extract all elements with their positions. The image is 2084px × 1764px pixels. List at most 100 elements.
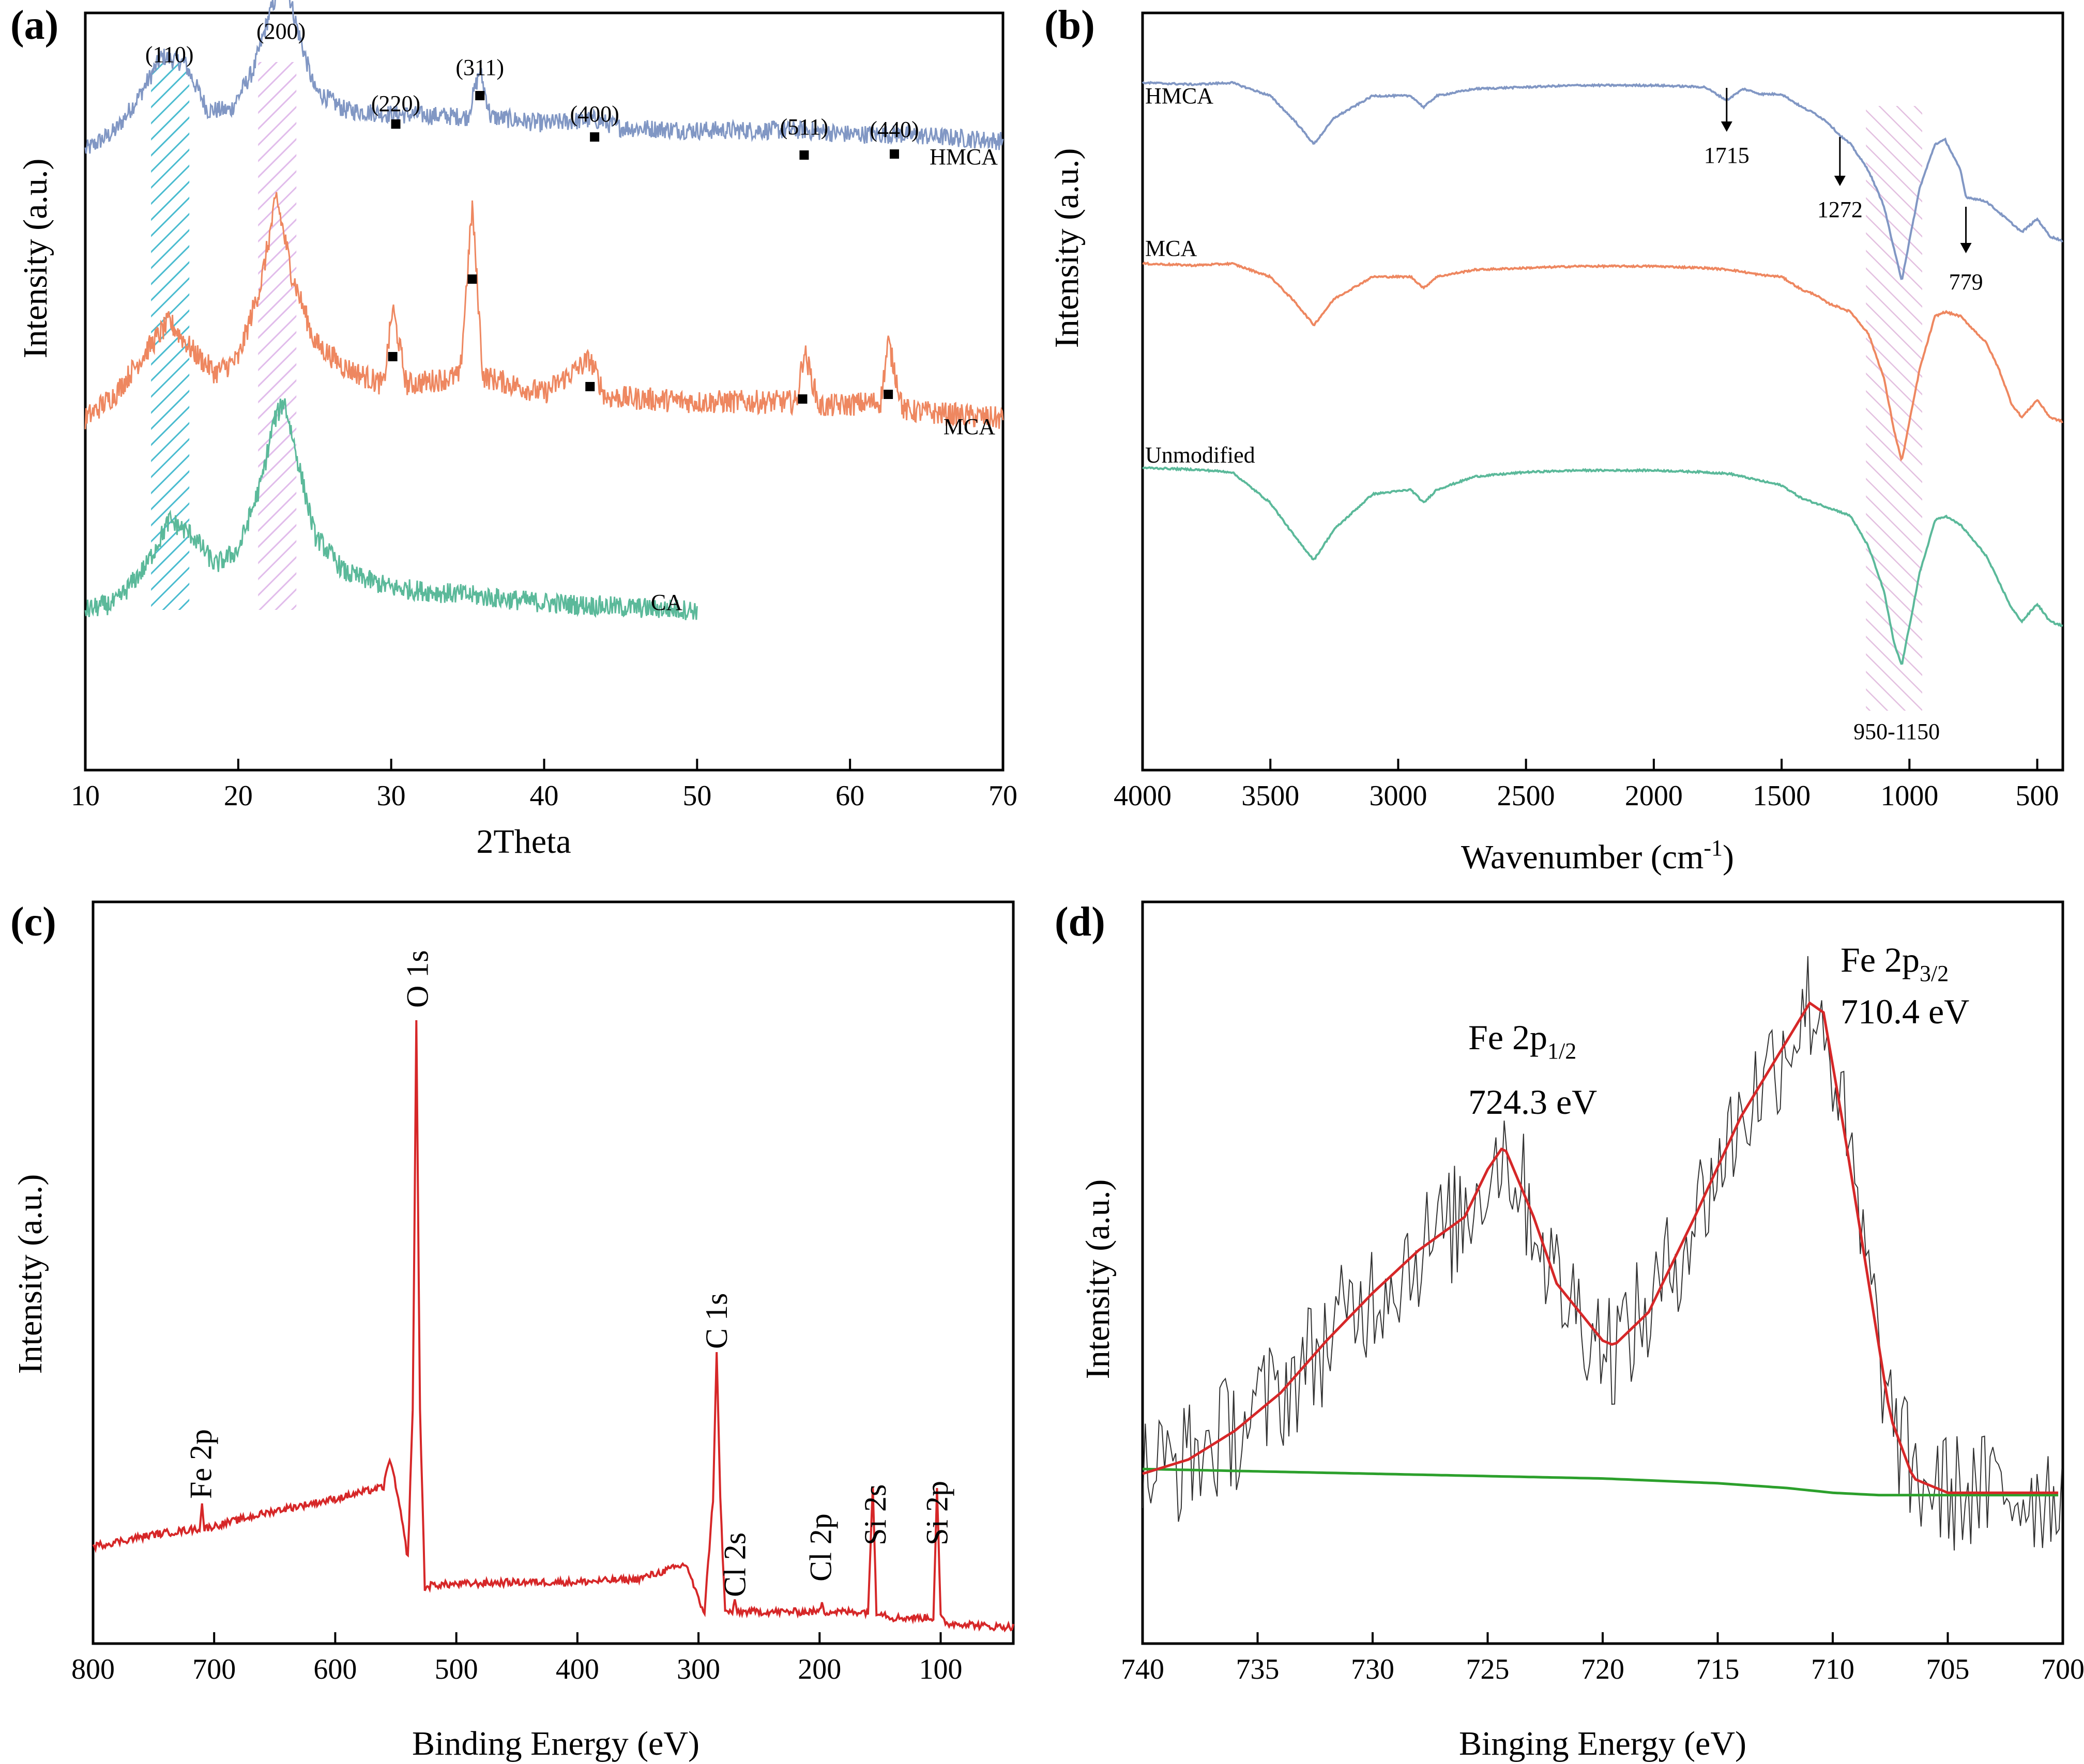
y-axis-title-c: Intensity (a.u.) bbox=[11, 1174, 49, 1374]
spinel-marker-mca bbox=[388, 352, 398, 361]
hkl-label: (220) bbox=[371, 91, 420, 116]
series-label-mca: MCA bbox=[944, 414, 995, 439]
xps-survey-x-tick-label: 300 bbox=[677, 1653, 720, 1685]
spinel-marker-hmca bbox=[799, 150, 809, 160]
series-line-mca bbox=[1142, 261, 2063, 462]
xps-fe-x-tick-label: 705 bbox=[1926, 1653, 1970, 1685]
xps-peak-label: O 1s bbox=[401, 950, 435, 1008]
xps-peak-label: Fe 2p bbox=[184, 1429, 218, 1499]
xps-peak-label: C 1s bbox=[699, 1293, 734, 1349]
xps-fe-x-tick-label: 710 bbox=[1811, 1653, 1854, 1685]
xps-survey-line bbox=[92, 1020, 1014, 1633]
fe2p32-energy: 710.4 eV bbox=[1840, 992, 1969, 1031]
ftir-x-tick-label: 1000 bbox=[1880, 780, 1938, 812]
xrd-x-tick-label: 50 bbox=[682, 780, 711, 812]
peak-label: 1272 bbox=[1817, 197, 1863, 222]
fe2p12-orbital-main: Fe 2p bbox=[1468, 1018, 1547, 1057]
x-axis-title-a: 2Theta bbox=[476, 823, 571, 861]
panel-b-ftir: (b) Intensity (a.u.) Wavenumber (cm-1) 4… bbox=[1044, 3, 2064, 876]
xps-fe-x-tick-label: 715 bbox=[1696, 1653, 1740, 1685]
xps-survey-x-tick-label: 100 bbox=[919, 1653, 962, 1685]
hkl-label: (200) bbox=[256, 19, 306, 44]
ftir-x-tick-label: 2500 bbox=[1497, 780, 1555, 812]
xps-fe-x-tick-label: 725 bbox=[1466, 1653, 1510, 1685]
xps-peak-label: Cl 2p bbox=[804, 1513, 838, 1582]
hkl-label: (511) bbox=[780, 114, 829, 140]
xps-fe-x-tick-label: 700 bbox=[2041, 1653, 2084, 1685]
xrd-x-tick-label: 30 bbox=[377, 780, 406, 812]
series-line-hmca bbox=[1142, 81, 2063, 280]
panel-c-xps-survey: (c) Intensity (a.u.) Binding Energy (eV)… bbox=[10, 899, 1015, 1762]
spinel-marker-hmca bbox=[475, 91, 485, 100]
hkl-label: (440) bbox=[870, 117, 919, 142]
xrd-x-tick-label: 20 bbox=[224, 780, 253, 812]
xps-survey-x-tick-label: 800 bbox=[71, 1653, 115, 1685]
xps-fe-x-tick-label: 730 bbox=[1351, 1653, 1394, 1685]
fit-line bbox=[1142, 1001, 2059, 1494]
x-axis-title-b-close: ) bbox=[1723, 838, 1734, 876]
x-axis-title-b-sup: -1 bbox=[1703, 835, 1723, 861]
panel-d-xps-fe2p: (d) Intensity (a.u.) Binging Energy (eV)… bbox=[1055, 899, 2084, 1762]
ftir-x-tick-label: 3500 bbox=[1241, 780, 1299, 812]
spinel-marker-hmca bbox=[590, 132, 600, 142]
series-label-hmca: HMCA bbox=[1145, 83, 1213, 109]
peak-label: 779 bbox=[1949, 269, 1983, 295]
series-label-ca: CA bbox=[651, 590, 682, 615]
xps-peak-label: Cl 2s bbox=[718, 1532, 752, 1597]
hkl-label: (110) bbox=[145, 42, 194, 67]
plot-frame-c bbox=[92, 900, 1015, 1645]
spinel-marker-mca bbox=[585, 382, 595, 391]
fe2p12-energy: 724.3 eV bbox=[1468, 1082, 1597, 1122]
ftir-x-tick-label: 2000 bbox=[1625, 780, 1683, 812]
shaded-band-b bbox=[1866, 106, 1923, 711]
spinel-marker-mca bbox=[798, 394, 808, 404]
xps-survey-x-tick-label: 200 bbox=[798, 1653, 841, 1685]
spinel-marker-hmca bbox=[889, 149, 899, 159]
plot-frame-b bbox=[1141, 11, 2064, 772]
xrd-x-tick-label: 60 bbox=[835, 780, 864, 812]
y-axis-title-d: Intensity (a.u.) bbox=[1079, 1179, 1117, 1379]
raw-data-line bbox=[1142, 956, 2063, 1551]
panel-label-b: (b) bbox=[1044, 3, 1095, 48]
series-line-ca bbox=[84, 398, 698, 620]
band-range-label: 950-1150 bbox=[1853, 719, 1940, 744]
peak-arrow-head bbox=[1721, 121, 1732, 132]
x-axis-title-d: Binging Energy (eV) bbox=[1459, 1725, 1746, 1762]
x-axis-title-b-main: Wavenumber (cm bbox=[1461, 838, 1703, 876]
series-line-hmca bbox=[84, 0, 1004, 154]
ftir-x-tick-label: 500 bbox=[2016, 780, 2059, 812]
xps-survey-x-tick-label: 700 bbox=[192, 1653, 236, 1685]
spinel-marker-mca bbox=[884, 390, 893, 399]
xps-survey-x-tick-label: 600 bbox=[313, 1653, 357, 1685]
hkl-label: (400) bbox=[570, 101, 619, 127]
peak-arrow-head bbox=[1960, 243, 1972, 253]
fe2p12-orbital: Fe 2p1/2 bbox=[1468, 1018, 1576, 1064]
fe2p32-orbital-sub: 3/2 bbox=[1920, 961, 1949, 986]
panel-a-xrd: (a) Intensity (a.u.) 2Theta 10 20 30 40 50 60… bbox=[10, 0, 1017, 861]
xrd-x-tick-label: 40 bbox=[530, 780, 559, 812]
xps-fe-x-tick-label: 735 bbox=[1236, 1653, 1280, 1685]
xps-peak-label: Si 2s bbox=[858, 1484, 892, 1545]
peak-arrow-head bbox=[1834, 176, 1846, 186]
y-axis-title-a: Intensity (a.u.) bbox=[17, 159, 54, 359]
series-line-unmodified bbox=[1142, 466, 2063, 665]
panel-label-a: (a) bbox=[10, 3, 58, 48]
xps-survey-x-tick-label: 400 bbox=[556, 1653, 599, 1685]
background-line bbox=[1142, 1467, 2059, 1497]
peak-label: 1715 bbox=[1704, 143, 1750, 168]
spinel-marker-hmca bbox=[391, 119, 401, 129]
xps-fe-x-tick-label: 720 bbox=[1581, 1653, 1624, 1685]
y-axis-title-b: Intensity (a.u.) bbox=[1048, 148, 1086, 348]
xrd-x-tick-label: 70 bbox=[988, 780, 1017, 812]
panel-label-c: (c) bbox=[10, 899, 56, 945]
xps-peak-label: Si 2p bbox=[920, 1481, 954, 1545]
ftir-x-tick-label: 3000 bbox=[1369, 780, 1427, 812]
x-axis-title-b: Wavenumber (cm-1) bbox=[1461, 835, 1734, 876]
series-label-mca: MCA bbox=[1145, 236, 1197, 261]
fe2p32-orbital: Fe 2p3/2 bbox=[1840, 940, 1949, 986]
xps-survey-x-tick-label: 500 bbox=[435, 1653, 478, 1685]
xrd-x-tick-label: 10 bbox=[71, 780, 100, 812]
fe2p12-orbital-sub: 1/2 bbox=[1547, 1038, 1576, 1064]
ftir-x-tick-label: 1500 bbox=[1753, 780, 1811, 812]
series-label-hmca: HMCA bbox=[930, 144, 998, 170]
